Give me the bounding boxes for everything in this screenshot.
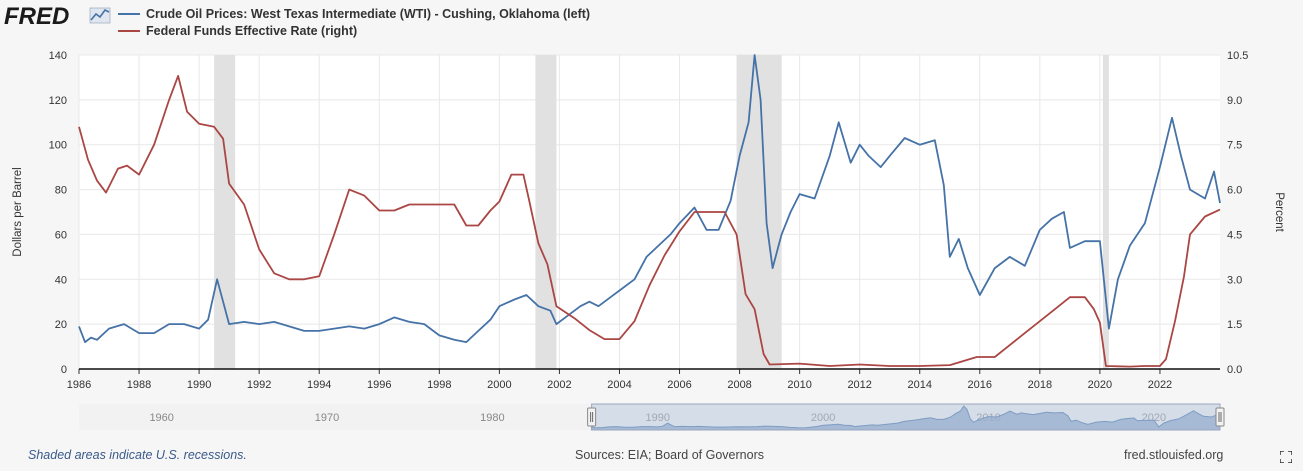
legend-label-rate: Federal Funds Effective Rate (right): [146, 23, 358, 38]
navigator-tick-label: 1960: [149, 412, 173, 424]
navigator-tick-label: 1980: [480, 412, 504, 424]
x-tick-label: 2016: [968, 379, 992, 391]
x-tick-label: 2008: [727, 379, 751, 391]
y-right-tick-label: 3.0: [1227, 274, 1242, 286]
y-right-tick-label: 9.0: [1227, 95, 1242, 107]
chart-legend: Crude Oil Prices: West Texas Intermediat…: [118, 5, 590, 39]
navigator-handle-icon[interactable]: [587, 407, 597, 427]
y-right-tick-label: 0.0: [1227, 364, 1242, 376]
recession-note: Shaded areas indicate U.S. recessions.: [28, 448, 247, 462]
x-tick-label: 2004: [607, 379, 631, 391]
x-tick-label: 2010: [787, 379, 811, 391]
x-tick-label: 1998: [427, 379, 451, 391]
recession-band: [1102, 55, 1109, 369]
recession-band: [736, 55, 782, 369]
y-right-tick-label: 6.0: [1227, 185, 1242, 197]
y-left-axis-title: Dollars per Barrel: [12, 167, 24, 256]
legend-swatch-rate: [118, 29, 140, 32]
x-tick-label: 2006: [667, 379, 691, 391]
x-tick-label: 2002: [547, 379, 571, 391]
y-left-tick-label: 80: [55, 185, 67, 197]
series-line-rate: [78, 75, 1221, 368]
legend-swatch-oil: [118, 12, 140, 15]
y-right-tick-label: 1.5: [1227, 319, 1242, 331]
y-right-tick-label: 10.5: [1227, 50, 1248, 62]
fullscreen-icon[interactable]: [1280, 451, 1292, 463]
x-tick-label: 1996: [367, 379, 391, 391]
y-left-tick-label: 100: [49, 140, 67, 152]
x-tick-label: 1992: [247, 379, 271, 391]
x-tick-label: 1994: [307, 379, 331, 391]
y-left-tick-label: 20: [55, 319, 67, 331]
y-left-tick-label: 140: [49, 50, 67, 62]
legend-label-oil: Crude Oil Prices: West Texas Intermediat…: [146, 6, 591, 21]
navigator-selection: [591, 403, 1221, 431]
legend-item-rate[interactable]: Federal Funds Effective Rate (right): [118, 22, 590, 39]
site-link[interactable]: fred.stlouisfed.org: [1124, 448, 1224, 462]
y-left-tick-label: 120: [49, 95, 67, 107]
logo-chart-icon: [89, 7, 111, 24]
navigator-handle-icon[interactable]: [1215, 407, 1225, 427]
legend-item-oil[interactable]: Crude Oil Prices: West Texas Intermediat…: [118, 5, 590, 22]
x-tick-label: 2014: [907, 379, 931, 391]
x-tick-label: 1986: [67, 379, 91, 391]
fred-logo-text: FRED: [4, 3, 69, 28]
series-line-oil: [78, 54, 1221, 344]
x-tick-label: 1990: [187, 379, 211, 391]
y-right-tick-label: 4.5: [1227, 229, 1242, 241]
y-right-axis-title: Percent: [1273, 192, 1285, 232]
recession-band: [535, 55, 557, 369]
x-tick-label: 1988: [127, 379, 151, 391]
x-tick-label: 2020: [1088, 379, 1112, 391]
x-tick-label: 2022: [1148, 379, 1172, 391]
y-left-tick-label: 60: [55, 229, 67, 241]
fred-logo[interactable]: FRED: [4, 2, 116, 28]
y-right-tick-label: 7.5: [1227, 140, 1242, 152]
y-left-tick-label: 40: [55, 274, 67, 286]
recession-band: [214, 55, 236, 369]
x-tick-label: 2012: [847, 379, 871, 391]
sources-text: Sources: EIA; Board of Governors: [575, 448, 764, 462]
x-tick-label: 2018: [1028, 379, 1052, 391]
y-left-tick-label: 0: [61, 364, 67, 376]
navigator-tick-label: 1970: [315, 412, 339, 424]
x-tick-label: 2000: [487, 379, 511, 391]
plot-background: [79, 55, 1220, 369]
